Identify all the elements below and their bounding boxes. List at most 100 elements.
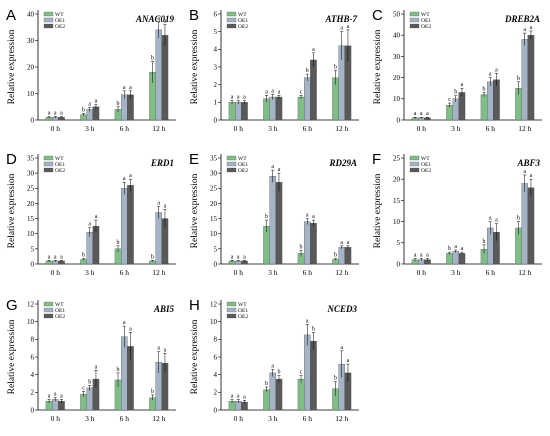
legend-swatch-wt — [43, 301, 54, 307]
legend-label-wt: WT — [55, 302, 64, 308]
significance-letter: a — [60, 254, 63, 260]
significance-letter: a — [271, 363, 274, 369]
x-tick-label: 6 h — [120, 414, 130, 423]
y-tick-label: 35 — [27, 154, 35, 162]
significance-letter: b — [454, 90, 457, 96]
significance-letter: a — [88, 101, 91, 107]
significance-letter: a — [157, 346, 160, 352]
significance-letter: a — [231, 393, 234, 399]
significance-letter: a — [237, 95, 240, 101]
significance-letter: a — [95, 364, 98, 370]
bar-oe1 — [234, 102, 242, 121]
chart-panel-h: H NCED3 Relative expression 0 2 4 6 8 10 12 WTOE1O… — [189, 297, 359, 423]
panel-letter: D — [6, 151, 17, 168]
significance-letter: a — [243, 254, 246, 260]
x-tick-label: 3 h — [268, 268, 278, 277]
y-tick-label: 8 — [214, 336, 218, 344]
legend-label-oe2: OE2 — [421, 168, 431, 174]
legend-swatch-oe1 — [226, 161, 237, 167]
significance-letter: b — [483, 86, 486, 92]
significance-letter: a — [48, 393, 51, 399]
significance-letter: a — [54, 111, 57, 117]
bar-oe1 — [486, 81, 494, 121]
panel-letter: H — [189, 297, 200, 314]
y-tick-label: 0 — [31, 116, 35, 124]
y-tick-label: 10 — [210, 230, 218, 238]
y-tick-label: 10 — [393, 95, 401, 103]
significance-letter: a — [523, 27, 526, 33]
significance-letter: b — [82, 253, 85, 259]
significance-letter: a — [48, 111, 51, 117]
x-tick-label: 0 h — [51, 268, 61, 277]
significance-letter: a — [164, 19, 167, 25]
significance-letter: a — [129, 173, 132, 179]
y-axis-label: Relative expression — [190, 173, 200, 248]
significance-letter: a — [271, 164, 274, 170]
legend-swatch-oe2 — [43, 23, 54, 29]
x-tick-label: 12 h — [152, 268, 165, 277]
significance-letter: a — [157, 16, 160, 22]
bar-oe2 — [161, 35, 169, 121]
panel-letter: F — [372, 151, 381, 168]
significance-letter: a — [495, 67, 498, 73]
significance-letter: b — [117, 240, 120, 246]
legend-swatch-wt — [226, 11, 237, 17]
y-tick-label: 15 — [393, 197, 401, 205]
significance-letter: a — [461, 246, 464, 252]
legend-swatch-oe2 — [409, 167, 420, 173]
legend-swatch-oe2 — [43, 313, 54, 319]
x-tick-label: 12 h — [518, 124, 531, 133]
significance-letter: a — [243, 394, 246, 400]
x-tick-label: 3 h — [85, 414, 95, 423]
bar-oe2 — [275, 182, 283, 265]
y-tick-label: 12 — [210, 300, 218, 308]
y-tick-label: 8 — [31, 336, 35, 344]
y-tick-label: 30 — [27, 37, 35, 45]
significance-letter: a — [54, 392, 57, 398]
significance-letter: b — [117, 101, 120, 107]
significance-letter: a — [489, 216, 492, 222]
y-tick-label: 0 — [214, 406, 218, 414]
chart-panel-g: G ABI5 Relative expression 0 2 4 6 8 10 12 WTOE1OE… — [6, 297, 176, 423]
x-tick-label: 6 h — [120, 124, 130, 133]
bar-oe2 — [310, 340, 317, 411]
y-tick-label: 20 — [393, 74, 401, 82]
bar-oe2 — [310, 59, 317, 121]
chart-title: NCED3 — [326, 304, 357, 314]
legend-label-wt: WT — [238, 156, 247, 162]
y-tick-label: 0 — [31, 406, 35, 414]
significance-letter: c — [300, 370, 303, 376]
significance-letter: b — [88, 379, 91, 385]
y-tick-label: 25 — [210, 185, 218, 193]
x-tick-label: 6 h — [486, 124, 496, 133]
significance-letter: a — [340, 345, 343, 351]
y-tick-label: 1 — [214, 99, 218, 107]
y-tick-label: 30 — [393, 53, 401, 61]
x-tick-label: 6 h — [303, 268, 313, 277]
legend-swatch-oe1 — [409, 17, 420, 23]
x-tick-label: 6 h — [303, 414, 313, 423]
x-tick-label: 3 h — [85, 124, 95, 133]
bar-oe1 — [120, 188, 128, 265]
y-tick-label: 2 — [214, 389, 218, 397]
significance-letter: b — [448, 246, 451, 252]
significance-letter: b — [483, 239, 486, 245]
y-tick-label: 40 — [393, 32, 401, 40]
bar-oe1 — [303, 77, 311, 121]
chart-panel-d: D ERD1 Relative expression 0 5 10 15 20 25 30 35 WT… — [6, 151, 176, 277]
legend-label-wt: WT — [421, 156, 430, 162]
significance-letter: a — [48, 254, 51, 260]
bar-oe1 — [303, 221, 311, 265]
legend-swatch-oe1 — [43, 307, 54, 313]
bar-oe2 — [275, 96, 283, 121]
y-tick-label: 10 — [210, 318, 218, 326]
significance-letter: a — [231, 95, 234, 101]
significance-letter: a — [164, 203, 167, 209]
significance-letter: b — [306, 68, 309, 74]
legend-label-oe1: OE1 — [238, 162, 248, 168]
bar-oe1 — [86, 387, 94, 411]
significance-letter: a — [123, 85, 126, 91]
x-tick-label: 0 h — [417, 124, 427, 133]
bar-oe1 — [155, 212, 163, 265]
significance-letter: a — [88, 222, 91, 228]
